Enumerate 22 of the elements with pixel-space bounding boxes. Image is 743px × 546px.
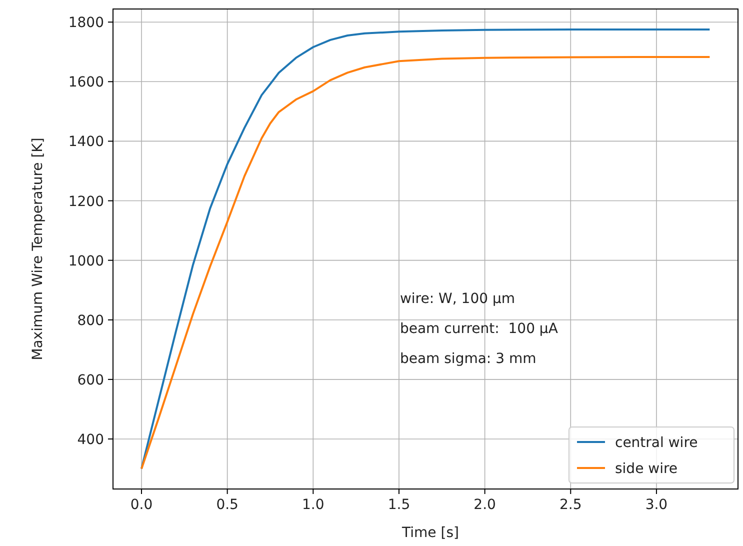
x-tick-label: 0.5: [216, 497, 238, 513]
y-tick-label: 600: [77, 372, 104, 388]
x-tick-label: 2.5: [560, 497, 582, 513]
y-tick-label: 1400: [68, 134, 104, 150]
y-tick-label: 800: [77, 312, 104, 329]
annotation: beam current: 100 µA: [400, 321, 558, 337]
y-tick-label: 1800: [68, 15, 104, 32]
x-tick-label: 2.0: [474, 497, 496, 513]
y-axis-title: Maximum Wire Temperature [K]: [30, 138, 46, 360]
y-tick-label: 1200: [68, 194, 104, 210]
x-axis-title: Time [s]: [401, 525, 459, 541]
legend-label: side wire: [615, 461, 678, 477]
annotation: wire: W, 100 µm: [400, 291, 516, 307]
y-tick-label: 1000: [68, 253, 104, 270]
x-tick-label: 1.5: [388, 497, 410, 513]
annotation: beam sigma: 3 mm: [400, 351, 536, 367]
x-tick-label: 3.0: [645, 497, 668, 513]
legend-label: central wire: [615, 435, 698, 451]
y-tick-label: 1600: [68, 74, 104, 91]
x-tick-label: 0.0: [130, 497, 153, 513]
y-tick-label: 400: [77, 432, 104, 448]
x-tick-label: 1.0: [302, 497, 324, 513]
